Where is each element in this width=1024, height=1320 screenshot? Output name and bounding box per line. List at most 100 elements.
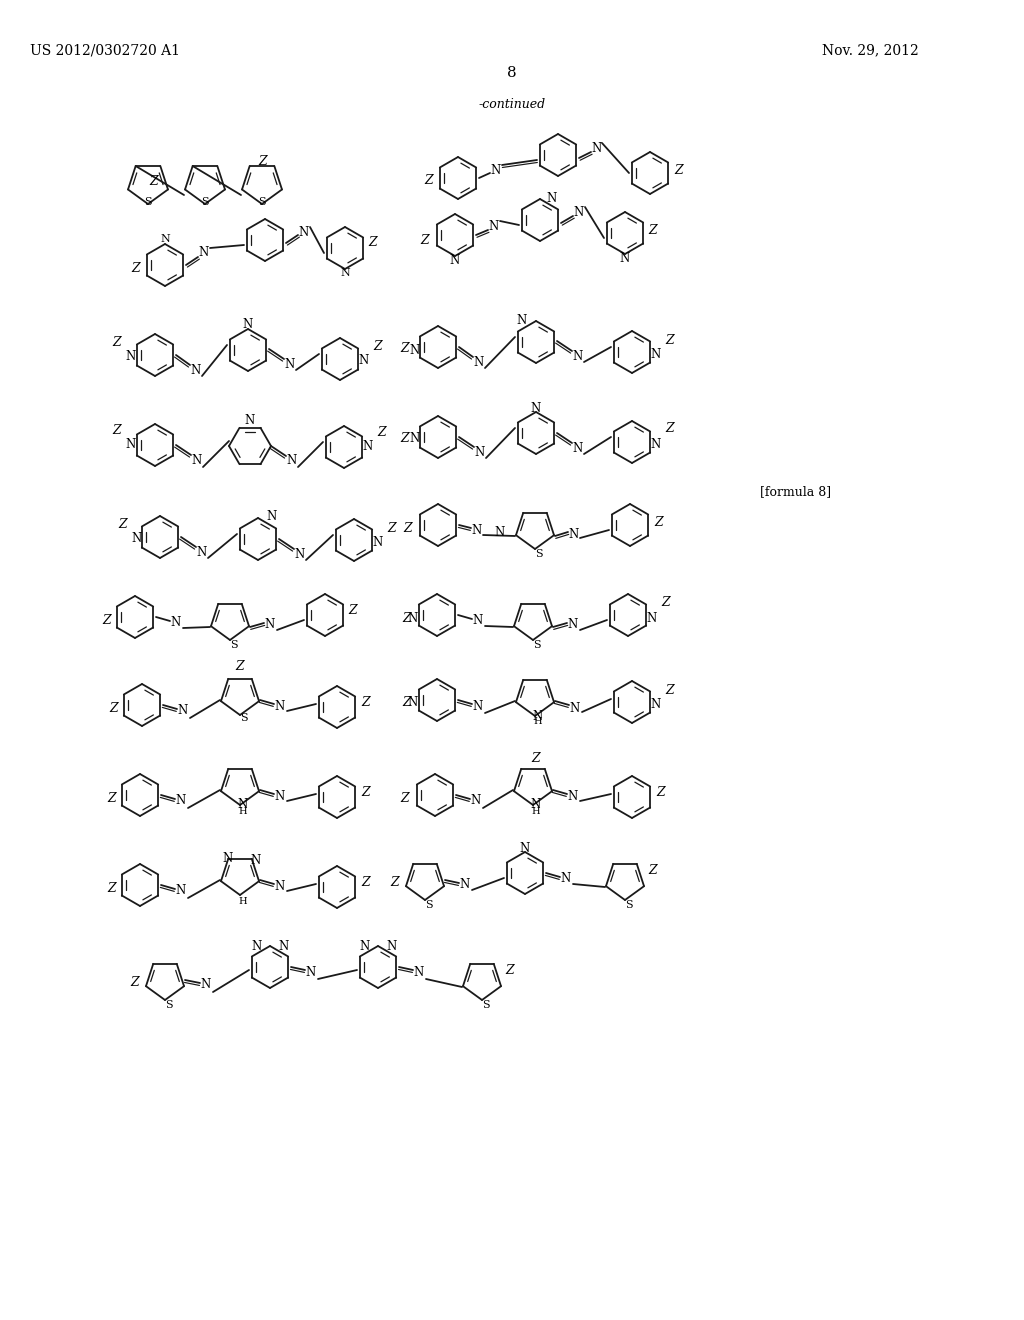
Text: Z: Z xyxy=(402,611,412,624)
Text: N: N xyxy=(488,219,499,232)
Text: Z: Z xyxy=(113,425,121,437)
Text: N: N xyxy=(197,545,207,558)
Text: N: N xyxy=(530,799,541,812)
Text: N: N xyxy=(274,791,285,804)
Text: S: S xyxy=(258,197,266,207)
Text: S: S xyxy=(241,713,248,723)
Text: Z: Z xyxy=(403,521,413,535)
Text: Z: Z xyxy=(666,684,675,697)
Text: Z: Z xyxy=(531,751,541,764)
Text: S: S xyxy=(534,640,541,649)
Text: Z: Z xyxy=(400,433,410,446)
Text: N: N xyxy=(191,454,202,466)
Text: N: N xyxy=(190,363,201,376)
Text: Z: Z xyxy=(391,876,399,890)
Text: N: N xyxy=(243,318,253,330)
Text: N: N xyxy=(274,880,285,894)
Text: N: N xyxy=(569,528,580,540)
Text: Z: Z xyxy=(361,785,371,799)
Text: N: N xyxy=(410,343,420,356)
Text: N: N xyxy=(573,206,584,219)
Text: Z: Z xyxy=(421,234,429,247)
Text: N: N xyxy=(414,965,424,978)
Text: N: N xyxy=(287,454,297,467)
Text: N: N xyxy=(651,698,662,711)
Text: Z: Z xyxy=(662,597,671,610)
Text: N: N xyxy=(176,795,186,808)
Text: Z: Z xyxy=(425,174,433,187)
Text: N: N xyxy=(285,358,295,371)
Text: S: S xyxy=(165,1001,173,1010)
Text: N: N xyxy=(473,614,483,627)
Text: N: N xyxy=(306,965,316,978)
Text: US 2012/0302720 A1: US 2012/0302720 A1 xyxy=(30,44,180,57)
Text: N: N xyxy=(460,879,470,891)
Text: Z: Z xyxy=(108,792,117,804)
Text: N: N xyxy=(570,701,581,714)
Text: Z: Z xyxy=(131,977,139,990)
Text: H: H xyxy=(534,718,543,726)
Text: N: N xyxy=(295,548,305,561)
Text: Z: Z xyxy=(102,614,112,627)
Text: N: N xyxy=(223,851,233,865)
Text: N: N xyxy=(561,871,571,884)
Text: N: N xyxy=(471,795,481,808)
Text: S: S xyxy=(230,640,238,649)
Text: N: N xyxy=(238,799,248,812)
Text: Z: Z xyxy=(349,603,357,616)
Text: S: S xyxy=(536,549,543,558)
Text: N: N xyxy=(160,234,170,244)
Text: N: N xyxy=(340,268,350,279)
Text: Z: Z xyxy=(666,421,675,434)
Text: N: N xyxy=(572,350,583,363)
Text: Z: Z xyxy=(150,176,159,187)
Text: Z: Z xyxy=(132,261,140,275)
Text: N: N xyxy=(274,701,285,714)
Text: S: S xyxy=(482,1001,489,1010)
Text: Nov. 29, 2012: Nov. 29, 2012 xyxy=(821,44,919,57)
Text: N: N xyxy=(387,940,397,953)
Text: S: S xyxy=(626,900,633,909)
Text: N: N xyxy=(410,433,420,446)
Text: N: N xyxy=(408,611,418,624)
Text: H: H xyxy=(239,808,248,817)
Text: N: N xyxy=(359,940,370,953)
Text: N: N xyxy=(572,441,583,454)
Text: N: N xyxy=(568,618,579,631)
Text: N: N xyxy=(472,524,482,536)
Text: S: S xyxy=(201,197,209,207)
Text: N: N xyxy=(178,705,188,718)
Text: N: N xyxy=(251,854,261,867)
Text: Z: Z xyxy=(654,516,664,528)
Text: Z: Z xyxy=(506,964,514,977)
Text: Z: Z xyxy=(378,426,386,440)
Text: Z: Z xyxy=(113,337,121,350)
Text: Z: Z xyxy=(656,785,666,799)
Text: Z: Z xyxy=(108,882,117,895)
Text: N: N xyxy=(252,940,262,953)
Text: N: N xyxy=(547,191,557,205)
Text: Z: Z xyxy=(648,863,657,876)
Text: Z: Z xyxy=(666,334,675,346)
Text: N: N xyxy=(126,438,136,451)
Text: N: N xyxy=(651,347,662,360)
Text: N: N xyxy=(279,940,289,953)
Text: N: N xyxy=(647,611,657,624)
Text: N: N xyxy=(475,446,485,458)
Text: N: N xyxy=(490,164,501,177)
Text: S: S xyxy=(144,197,152,207)
Text: N: N xyxy=(620,252,630,265)
Text: [formula 8]: [formula 8] xyxy=(760,486,831,499)
Text: N: N xyxy=(592,141,602,154)
Text: H: H xyxy=(239,898,248,907)
Text: N: N xyxy=(517,314,527,326)
Text: N: N xyxy=(267,511,278,524)
Text: N: N xyxy=(568,791,579,804)
Text: N: N xyxy=(176,884,186,898)
Text: -continued: -continued xyxy=(478,99,546,111)
Text: N: N xyxy=(373,536,383,549)
Text: N: N xyxy=(532,710,543,722)
Text: N: N xyxy=(495,525,505,539)
Text: Z: Z xyxy=(119,519,127,532)
Text: Z: Z xyxy=(648,223,657,236)
